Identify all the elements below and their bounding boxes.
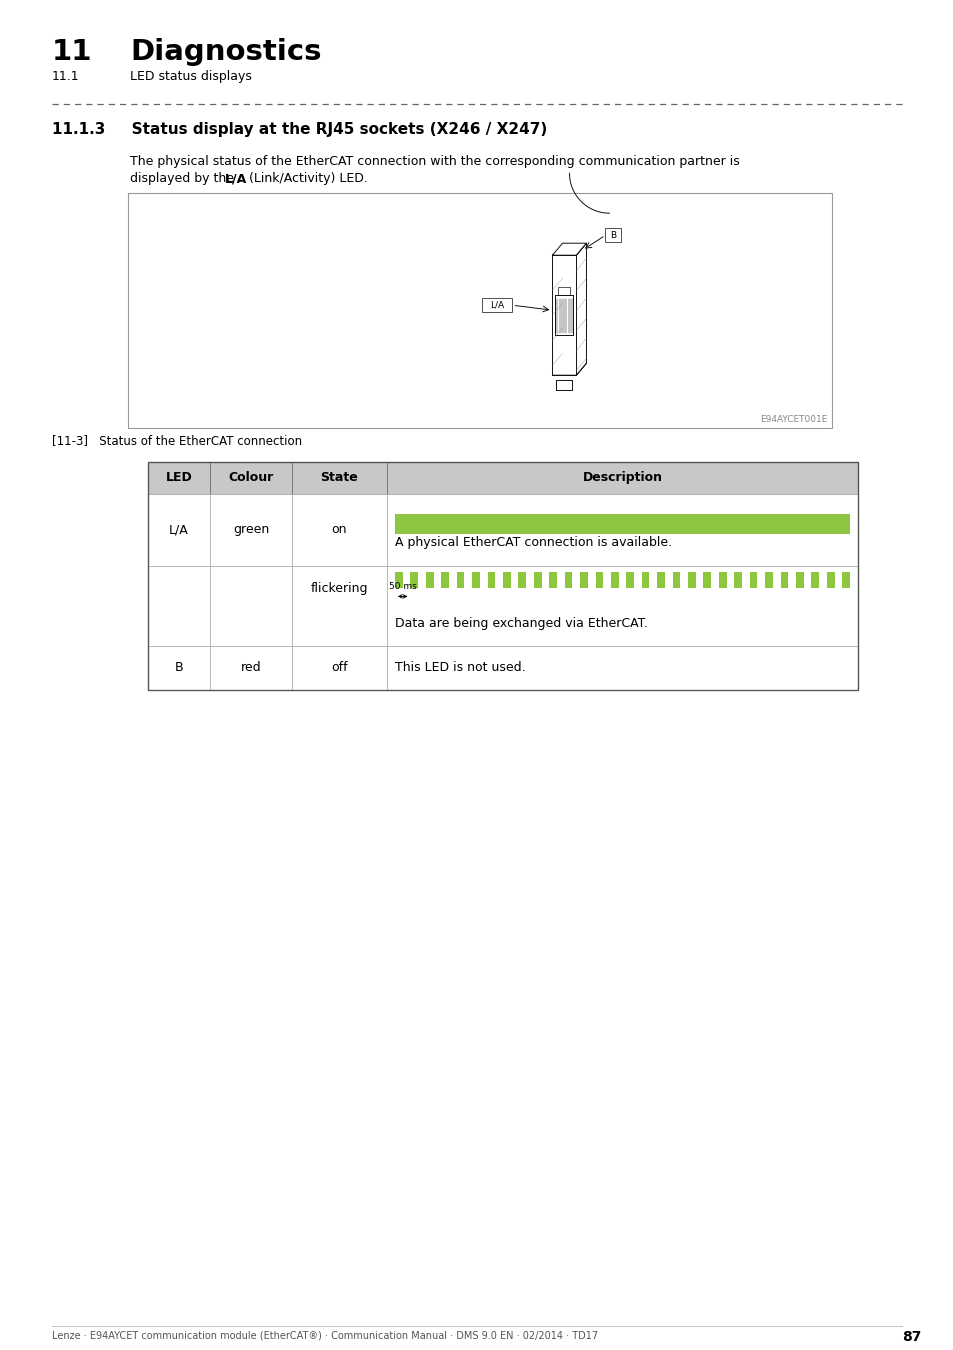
Bar: [148, 462, 857, 690]
Bar: [292, 494, 387, 566]
Text: 87: 87: [902, 1330, 921, 1345]
Bar: [780, 572, 787, 589]
Bar: [387, 494, 857, 566]
Bar: [502, 572, 510, 589]
Bar: [595, 572, 602, 589]
Text: 11: 11: [52, 38, 92, 66]
Bar: [210, 647, 292, 690]
Text: LED: LED: [166, 471, 193, 485]
Text: green: green: [233, 524, 269, 536]
Bar: [148, 566, 210, 647]
Text: E94AYCET001E: E94AYCET001E: [760, 414, 827, 424]
Bar: [764, 572, 772, 589]
Text: (Link/Activity) LED.: (Link/Activity) LED.: [245, 171, 368, 185]
Text: LED status displays: LED status displays: [130, 70, 252, 82]
Bar: [672, 572, 679, 589]
Text: Lenze · E94AYCET communication module (EtherCAT®) · Communication Manual · DMS 9: Lenze · E94AYCET communication module (E…: [52, 1330, 598, 1341]
Bar: [456, 572, 464, 589]
Bar: [292, 647, 387, 690]
Text: 11.1: 11.1: [52, 70, 79, 82]
Bar: [517, 572, 525, 589]
Bar: [410, 572, 417, 589]
Text: 11.1.3     Status display at the RJ45 sockets (X246 / X247): 11.1.3 Status display at the RJ45 socket…: [52, 122, 547, 136]
Bar: [605, 228, 620, 242]
Bar: [734, 572, 741, 589]
Bar: [564, 572, 572, 589]
Bar: [482, 298, 512, 312]
Text: Description: Description: [582, 471, 661, 485]
Text: L/A: L/A: [225, 171, 247, 185]
Text: L/A: L/A: [490, 301, 504, 309]
Bar: [472, 572, 479, 589]
Bar: [749, 572, 757, 589]
Text: B: B: [610, 231, 616, 240]
Bar: [387, 647, 857, 690]
Bar: [292, 462, 387, 494]
Text: A physical EtherCAT connection is available.: A physical EtherCAT connection is availa…: [395, 536, 672, 549]
Bar: [626, 572, 634, 589]
Bar: [395, 572, 402, 589]
Bar: [719, 572, 726, 589]
Bar: [702, 572, 710, 589]
Bar: [549, 572, 557, 589]
Bar: [148, 494, 210, 566]
Bar: [425, 572, 433, 589]
Bar: [148, 462, 210, 494]
Bar: [641, 572, 649, 589]
Bar: [395, 514, 849, 535]
Bar: [210, 566, 292, 647]
Bar: [210, 494, 292, 566]
Text: The physical status of the EtherCAT connection with the corresponding communicat: The physical status of the EtherCAT conn…: [130, 155, 739, 167]
Bar: [487, 572, 495, 589]
Bar: [387, 462, 857, 494]
Text: off: off: [331, 662, 348, 675]
Bar: [210, 462, 292, 494]
Bar: [128, 193, 831, 428]
Bar: [441, 572, 449, 589]
Text: red: red: [240, 662, 261, 675]
Bar: [148, 647, 210, 690]
Text: Data are being exchanged via EtherCAT.: Data are being exchanged via EtherCAT.: [395, 617, 647, 630]
Bar: [387, 566, 857, 647]
Text: 50 ms: 50 ms: [389, 582, 416, 591]
Bar: [841, 572, 849, 589]
Text: State: State: [320, 471, 358, 485]
Bar: [610, 572, 618, 589]
Text: [11-3]   Status of the EtherCAT connection: [11-3] Status of the EtherCAT connection: [52, 433, 302, 447]
Text: flickering: flickering: [311, 582, 368, 595]
Text: B: B: [174, 662, 183, 675]
Bar: [687, 572, 695, 589]
Text: L/A: L/A: [169, 524, 189, 536]
Text: on: on: [332, 524, 347, 536]
Bar: [292, 566, 387, 647]
Text: Diagnostics: Diagnostics: [130, 38, 321, 66]
Bar: [826, 572, 834, 589]
Bar: [657, 572, 664, 589]
Text: displayed by the: displayed by the: [130, 171, 237, 185]
Bar: [534, 572, 541, 589]
Bar: [811, 572, 819, 589]
Bar: [795, 572, 802, 589]
Text: Colour: Colour: [228, 471, 274, 485]
Bar: [579, 572, 587, 589]
Text: This LED is not used.: This LED is not used.: [395, 662, 525, 675]
